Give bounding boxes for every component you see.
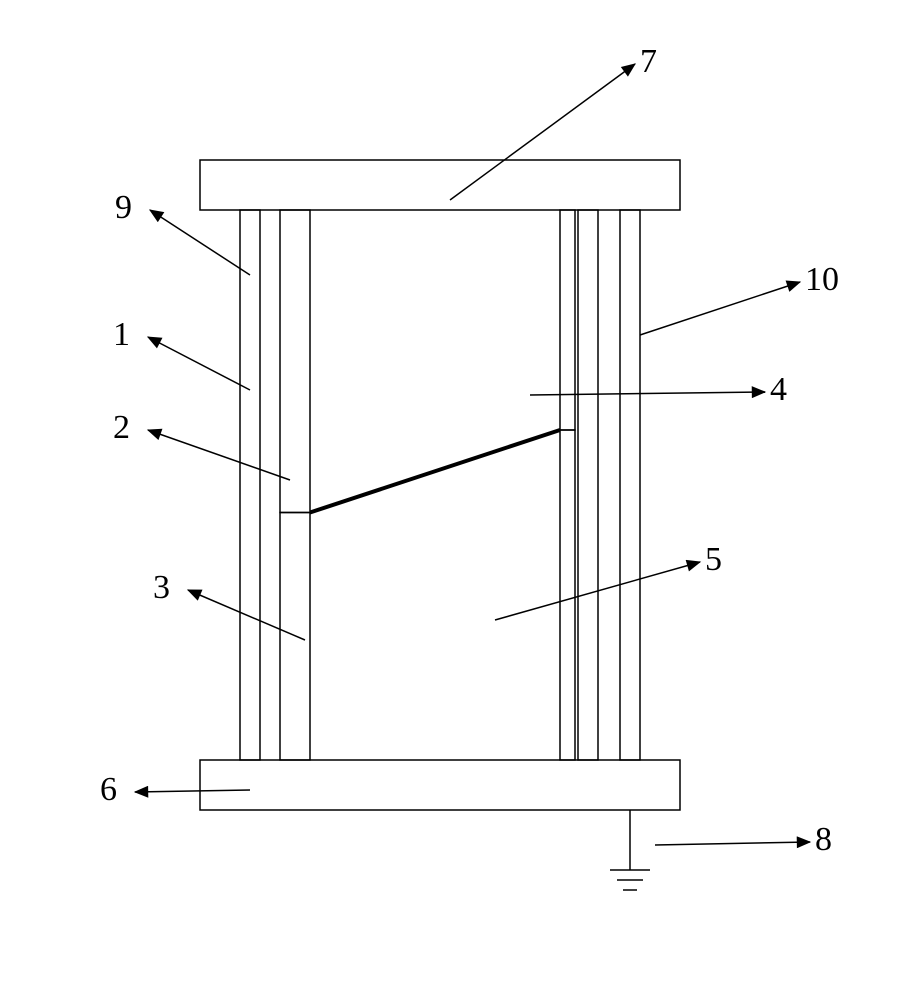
label-l5: 5 [705,541,722,578]
leader-l1 [148,337,250,390]
label-l1: 1 [113,316,130,353]
diagonal-connector [310,430,560,513]
label-l10: 10 [805,261,839,298]
label-l3: 3 [153,569,170,606]
leader-l2 [148,430,290,480]
left-outer-column [240,210,260,760]
leader-l10 [640,282,800,335]
label-l9: 9 [115,189,132,226]
leader-l4 [530,392,765,395]
right-outer-column [620,210,640,760]
right-inner-column-bottom [560,430,575,760]
label-l2: 2 [113,409,130,446]
label-l7: 7 [640,43,657,80]
diagram-canvas: 1 2 3 4 5 6 7 8 9 10 [0,0,900,1000]
leader-lines-group [135,64,810,845]
label-l8: 8 [815,821,832,858]
bottom-plate [200,760,680,810]
leader-l6 [135,790,250,792]
leader-l8 [655,842,810,845]
top-plate [200,160,680,210]
label-l4: 4 [770,371,787,408]
right-mid-column [578,210,598,760]
geometry-group [200,160,680,890]
leader-l7 [450,64,635,200]
left-inner-column-top [280,210,310,513]
right-inner-column-top [560,210,575,430]
label-l6: 6 [100,771,117,808]
leader-l9 [150,210,250,275]
labels-group: 1 2 3 4 5 6 7 8 9 10 [100,43,839,858]
leader-l3 [188,590,305,640]
